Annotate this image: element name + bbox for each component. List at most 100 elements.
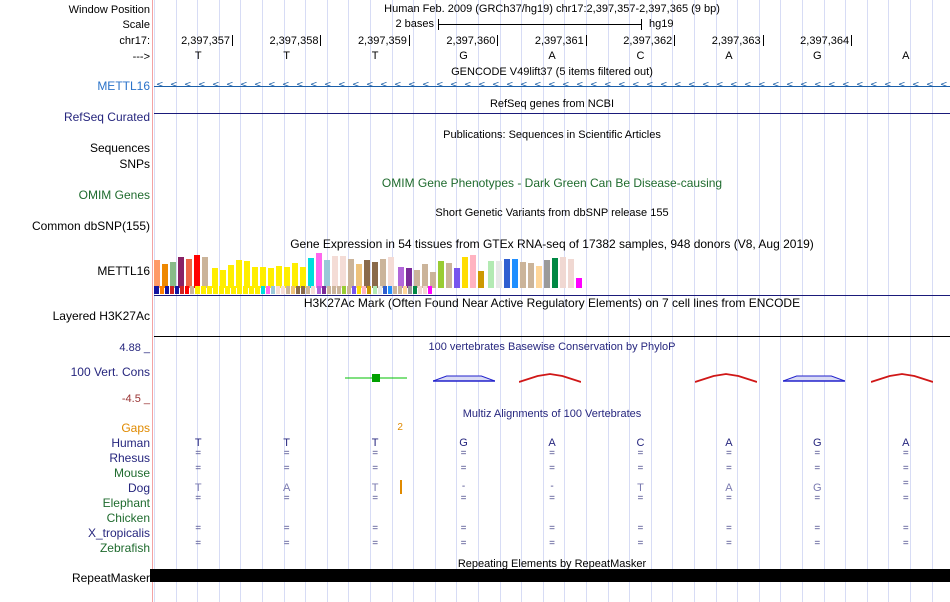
phylop-mark[interactable]	[870, 370, 934, 386]
gtex-bar[interactable]	[356, 264, 362, 288]
label-layered-h3k27ac[interactable]: Layered H3K27Ac	[52, 309, 150, 323]
species-label-rhesus[interactable]: Rhesus	[109, 451, 150, 465]
strand-arrow-icon: <	[296, 80, 304, 90]
gtex-bar[interactable]	[276, 266, 282, 288]
label-100-vert-cons[interactable]: 100 Vert. Cons	[70, 365, 150, 379]
track-label-column[interactable]: Window Position Scale chr17: ---> METTL1…	[0, 0, 154, 602]
multiz-cell: =	[902, 523, 909, 534]
gtex-bar[interactable]	[186, 259, 192, 288]
gtex-bar[interactable]	[268, 268, 274, 288]
gtex-bar[interactable]	[536, 266, 542, 288]
label-sequences[interactable]: Sequences	[89, 141, 150, 155]
gtex-bar[interactable]	[560, 257, 566, 288]
gtex-bar[interactable]	[212, 268, 218, 288]
gtex-bar[interactable]	[496, 261, 502, 288]
strand-arrow-icon: <	[898, 80, 906, 90]
track-data-area[interactable]: Human Feb. 2009 (GRCh37/hg19) chr17:2,39…	[154, 0, 950, 602]
gtex-bar[interactable]	[292, 263, 298, 288]
phylop-mark[interactable]	[782, 370, 846, 386]
h3k27ac-segment	[327, 286, 331, 294]
gtex-bar[interactable]	[162, 264, 168, 288]
gtex-bar[interactable]	[552, 258, 558, 288]
gtex-bar[interactable]	[528, 263, 534, 288]
gtex-bar[interactable]	[380, 259, 386, 288]
gtex-bar[interactable]	[414, 270, 420, 288]
gtex-bar[interactable]	[178, 257, 184, 288]
gtex-bar[interactable]	[478, 271, 484, 288]
mettl16-intron-line[interactable]	[154, 86, 950, 87]
gtex-bar[interactable]	[512, 259, 518, 288]
gtex-bar[interactable]	[236, 260, 242, 288]
h3k27ac-segment	[237, 286, 242, 294]
multiz-cell: T	[194, 482, 202, 494]
gtex-bar[interactable]	[170, 262, 176, 288]
label-mettl16-gencode[interactable]: METTL16	[97, 79, 150, 93]
repeatmasker-block[interactable]	[154, 569, 950, 582]
gtex-bar[interactable]	[520, 262, 526, 288]
gtex-bar[interactable]	[438, 261, 444, 288]
species-label-x_tropicalis[interactable]: X_tropicalis	[87, 526, 150, 540]
species-label-mouse[interactable]: Mouse	[113, 466, 150, 480]
phylop-mark[interactable]	[432, 370, 496, 386]
gtex-bar[interactable]	[340, 256, 346, 288]
species-label-chicken[interactable]: Chicken	[106, 511, 150, 525]
label-repeatmasker[interactable]: RepeatMasker	[71, 571, 150, 585]
species-label-human[interactable]: Human	[111, 436, 150, 450]
strand-arrow-icon: <	[604, 80, 612, 90]
gtex-bar[interactable]	[488, 261, 494, 288]
label-snps[interactable]: SNPs	[119, 157, 150, 171]
gtex-bar[interactable]	[568, 259, 574, 288]
label-refseq-curated[interactable]: RefSeq Curated	[63, 110, 150, 124]
h3k27ac-segment	[276, 286, 280, 294]
gtex-bar[interactable]	[244, 261, 250, 288]
gtex-bar[interactable]	[308, 258, 314, 288]
phylop-mark[interactable]	[345, 370, 407, 386]
species-label-zebrafish[interactable]: Zebrafish	[99, 541, 150, 555]
gtex-bar[interactable]	[194, 255, 200, 288]
gtex-bar[interactable]	[406, 268, 412, 288]
gtex-bar[interactable]	[260, 267, 266, 288]
gtex-bar[interactable]	[544, 260, 550, 288]
gtex-bar[interactable]	[284, 267, 290, 288]
ruler-tick	[851, 35, 853, 46]
gtex-bar[interactable]	[316, 253, 322, 288]
gridline	[348, 0, 349, 602]
gtex-bar[interactable]	[576, 278, 582, 288]
gtex-bar[interactable]	[446, 263, 452, 288]
gtex-bar[interactable]	[470, 255, 476, 288]
h3k27ac-segment	[291, 286, 295, 294]
label-common-dbsnp[interactable]: Common dbSNP(155)	[31, 219, 150, 233]
gtex-bar[interactable]	[462, 257, 468, 288]
gtex-bar[interactable]	[364, 260, 370, 288]
gtex-bar[interactable]	[228, 265, 234, 288]
gtex-bar[interactable]	[324, 260, 330, 288]
species-label-gaps[interactable]: Gaps	[121, 421, 150, 435]
label-mettl16-gtex[interactable]: METTL16	[97, 264, 150, 278]
gtex-bar[interactable]	[252, 267, 258, 288]
gtex-bar[interactable]	[504, 259, 510, 288]
h3k27ac-segment	[383, 286, 387, 294]
gtex-bar[interactable]	[372, 262, 378, 288]
gtex-bar[interactable]	[348, 259, 354, 288]
gtex-bar[interactable]	[332, 256, 338, 288]
gtex-bar[interactable]	[154, 260, 160, 288]
h3k27ac-segment	[225, 286, 230, 294]
species-label-dog[interactable]: Dog	[127, 481, 150, 495]
gtex-bar[interactable]	[220, 270, 226, 288]
multiz-cell: =	[372, 463, 379, 474]
multiz-cell: =	[549, 538, 555, 549]
label-omim-genes[interactable]: OMIM Genes	[78, 188, 150, 202]
species-label-elephant[interactable]: Elephant	[102, 496, 150, 510]
gtex-bar[interactable]	[300, 267, 306, 288]
strand-arrow-icon: <	[800, 80, 808, 90]
gtex-bar[interactable]	[454, 268, 460, 288]
gridline	[521, 0, 522, 602]
phylop-mark[interactable]	[694, 370, 758, 386]
gtex-bar[interactable]	[398, 267, 404, 288]
gtex-bar[interactable]	[430, 272, 436, 288]
gtex-bar[interactable]	[388, 257, 394, 288]
gtex-bar[interactable]	[422, 264, 428, 288]
phylop-mark[interactable]	[518, 370, 582, 386]
gtex-bar[interactable]	[202, 257, 208, 288]
